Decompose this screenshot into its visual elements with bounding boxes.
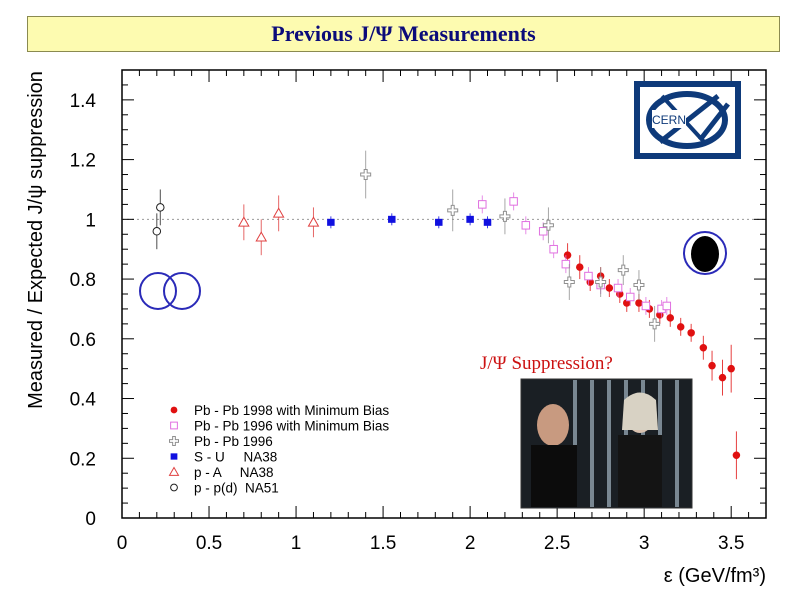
data-point <box>732 451 741 460</box>
legend-marker <box>170 406 178 414</box>
legend-label: S - U NA38 <box>194 450 277 465</box>
x-tick-label: 3 <box>639 533 650 554</box>
suppression-annotation: J/Ψ Suppression? <box>480 353 613 374</box>
y-axis: 0 0.2 0.4 0.6 0.8 1 1.2 1.4 <box>70 69 766 530</box>
data-point <box>676 323 685 331</box>
data-point <box>499 210 511 222</box>
data-point <box>388 215 396 223</box>
legend-label: p - A NA38 <box>194 465 274 480</box>
data-series <box>152 150 741 480</box>
data-point <box>156 203 165 212</box>
data-point <box>360 169 372 181</box>
data-point <box>466 215 474 223</box>
data-point <box>605 284 614 292</box>
cern-logo-text: CERN <box>652 113 686 127</box>
data-point <box>666 314 675 322</box>
legend-label: Pb - Pb 1996 with Minimum Bias <box>194 419 389 434</box>
x-tick-label: 0 <box>117 533 128 554</box>
x-tick-label: 1.5 <box>370 533 396 554</box>
data-point <box>563 276 575 288</box>
data-point <box>255 231 268 242</box>
data-point <box>483 218 492 226</box>
two-nuclei-icon <box>139 272 201 310</box>
black-nucleus-icon <box>683 231 727 275</box>
data-point <box>625 292 635 302</box>
y-tick-label: 0.6 <box>70 330 96 351</box>
y-tick-label: 1.2 <box>70 151 96 172</box>
data-point <box>635 299 643 307</box>
x-tick-label: 2 <box>465 533 476 554</box>
series-5 <box>152 189 165 250</box>
legend-marker <box>170 421 178 430</box>
y-tick-label: 0.2 <box>70 449 96 470</box>
title-banner: Previous J/Ψ Measurements <box>27 16 780 52</box>
data-point <box>687 329 695 337</box>
page-title: Previous J/Ψ Measurements <box>271 21 536 46</box>
y-tick-label: 0.4 <box>70 390 97 411</box>
data-point <box>576 263 584 271</box>
series-2 <box>360 150 661 342</box>
data-point <box>447 204 459 216</box>
data-point <box>272 207 285 218</box>
data-point <box>708 361 716 370</box>
data-point <box>509 197 518 206</box>
legend-marker <box>170 453 178 460</box>
data-point <box>613 283 623 293</box>
legend-marker <box>170 483 178 492</box>
data-point <box>152 227 162 236</box>
data-point <box>584 271 593 281</box>
legend-marker <box>168 466 180 476</box>
data-point <box>617 264 629 276</box>
legend-label: Pb - Pb 1996 <box>194 434 273 449</box>
data-point <box>237 216 250 227</box>
y-tick-label: 1.4 <box>70 91 97 112</box>
legend-label: Pb - Pb 1998 with Minimum Bias <box>194 403 389 418</box>
data-point <box>662 301 672 311</box>
data-point <box>561 259 571 269</box>
data-point <box>549 244 558 254</box>
x-tick-label: 1 <box>291 533 302 554</box>
data-point <box>538 227 548 236</box>
cern-logo: CERN <box>634 81 741 159</box>
series-4 <box>237 195 320 256</box>
photo-two-people-behind-bars-icon <box>520 378 693 509</box>
series-0 <box>563 243 741 480</box>
data-point <box>633 279 645 291</box>
data-point <box>542 219 554 231</box>
y-tick-label: 1 <box>85 210 96 231</box>
data-point <box>727 364 735 373</box>
data-point <box>718 373 727 382</box>
data-point <box>521 221 531 230</box>
y-tick-label: 0.8 <box>70 270 96 291</box>
series-1 <box>478 192 672 318</box>
x-tick-label: 0.5 <box>196 533 222 554</box>
x-axis-title: ε (GeV/fm³) <box>664 565 766 587</box>
data-point <box>699 344 708 352</box>
data-point <box>307 216 320 227</box>
legend-label: p - p(d) NA51 <box>194 481 279 496</box>
x-axis: 0 0.5 1 1.5 2 2.5 3 3.5 <box>117 70 767 554</box>
data-point <box>435 218 443 226</box>
y-tick-label: 0 <box>85 509 96 530</box>
data-point <box>478 200 487 209</box>
data-point <box>563 251 572 259</box>
legend-marker <box>169 436 179 446</box>
y-axis-title: Measured / Expected J/ψ suppression <box>25 71 47 409</box>
data-point <box>641 301 651 311</box>
x-tick-label: 2.5 <box>544 533 570 554</box>
data-point <box>327 218 335 226</box>
series-3 <box>327 213 492 229</box>
data-point <box>595 276 607 288</box>
data-point <box>649 318 661 330</box>
x-tick-label: 3.5 <box>718 533 744 554</box>
